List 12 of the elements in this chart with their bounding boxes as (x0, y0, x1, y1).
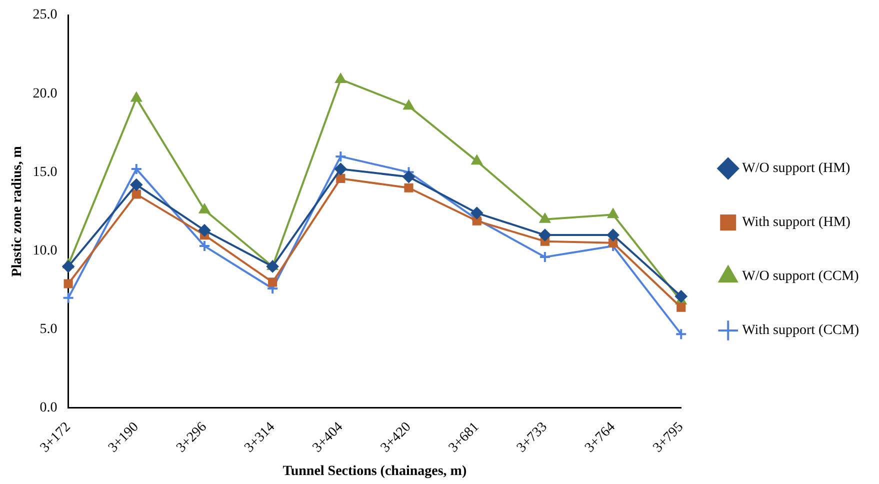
legend-label: With support (CCM) (742, 323, 860, 338)
legend-label: W/O support (CCM) (742, 269, 860, 284)
x-axis-title: Tunnel Sections (chainages, m) (282, 464, 467, 480)
legend-label: W/O support (HM) (742, 161, 851, 176)
y-tick-label: 0.0 (40, 400, 58, 416)
y-tick-label: 5.0 (40, 322, 58, 338)
y-tick-label: 25.0 (32, 8, 58, 23)
y-tick-label: 10.0 (32, 243, 58, 258)
legend-label: With support (HM) (742, 215, 851, 230)
y-tick-label: 15.0 (32, 164, 58, 180)
y-tick-label: 20.0 (32, 86, 58, 102)
y-axis-title: Plastic zone radius, m (10, 146, 26, 277)
